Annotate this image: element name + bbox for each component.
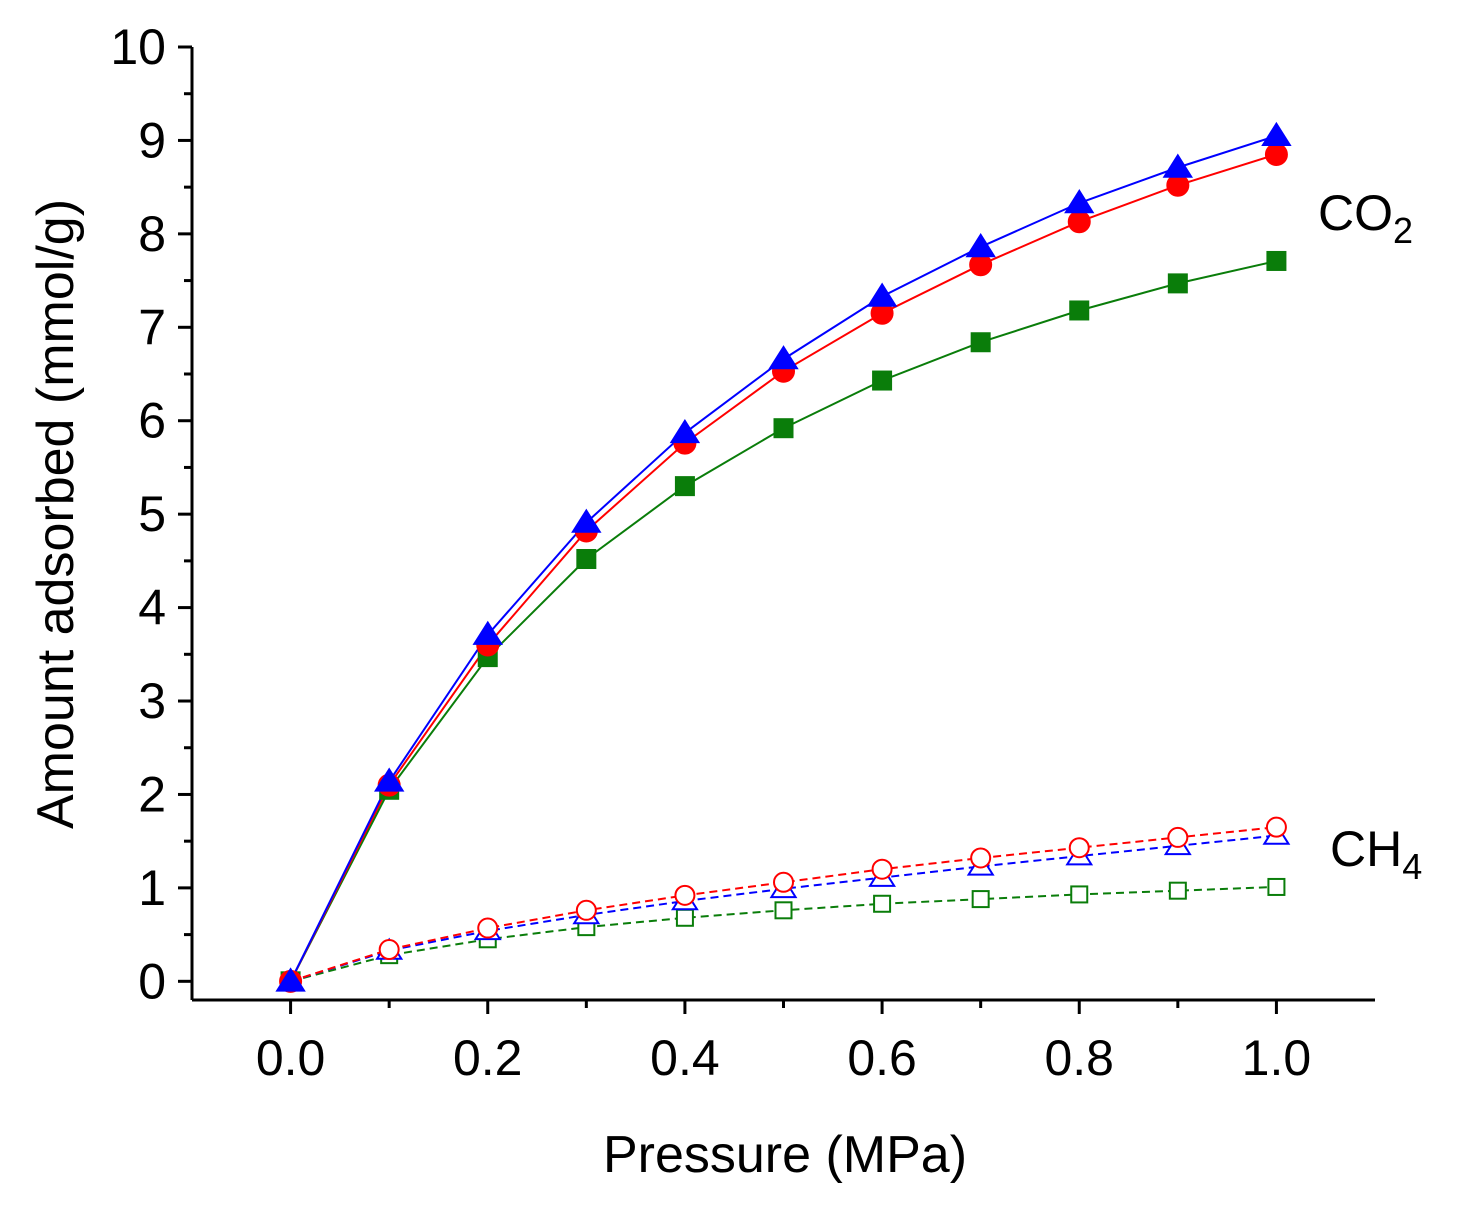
y-axis-title: Amount adsorbed (mmol/g) — [27, 199, 85, 829]
ch4-circle-point — [477, 917, 499, 939]
co2-triangle-point — [1261, 121, 1292, 146]
ch4-square-point — [675, 908, 694, 927]
co2-triangle-point — [571, 508, 602, 533]
x-tick-label: 0.8 — [1044, 1030, 1114, 1086]
ch4-square-point — [873, 894, 892, 913]
x-tick-label: 1.0 — [1242, 1030, 1312, 1086]
ch4-circle-point — [871, 858, 893, 880]
ch4-circle-point — [378, 939, 400, 961]
co2-circle-line — [289, 153, 1277, 982]
x-tick-label: 0.0 — [256, 1030, 326, 1086]
co2-triangle-point — [1162, 153, 1194, 178]
ch4-circle-point — [970, 847, 992, 869]
ch4-triangle-line — [290, 834, 1277, 983]
ch4-annotation: CH4 — [1330, 821, 1422, 887]
y-tick-label: 6 — [138, 393, 166, 449]
co2-triangle-point — [768, 345, 799, 370]
series-lines — [289, 134, 1277, 983]
co2-square-point — [773, 418, 794, 439]
co2-triangle-point — [965, 232, 996, 258]
axes: 0 1 2 3 4 5 6 7 8 9 10 0.0 0.2 0.4 0.6 0.8 1.0 — [110, 19, 1375, 1086]
co2-triangle-line — [289, 134, 1277, 982]
co2-annotation: CO2 — [1318, 185, 1413, 251]
co2-square-point — [872, 370, 893, 391]
co2-circle-point — [1067, 210, 1091, 234]
ch4-circle-point — [674, 884, 696, 906]
ch4-square-point — [1267, 877, 1286, 896]
series-markers — [275, 121, 1292, 993]
co2-square-point — [1266, 250, 1287, 271]
co2-triangle-point — [1064, 189, 1095, 214]
co2-triangle-point — [373, 767, 405, 792]
x-tick-label: 0.2 — [453, 1030, 523, 1086]
ch4-circle-point — [1068, 837, 1090, 859]
x-tick-label: 0.4 — [650, 1030, 720, 1086]
co2-triangle-point — [866, 282, 898, 307]
ch4-circle-point — [1167, 826, 1189, 848]
y-tick-label: 5 — [138, 486, 166, 542]
ch4-circle-line — [290, 826, 1277, 983]
co2-annotation-main: CO — [1318, 185, 1393, 241]
co2-triangle-point — [669, 418, 701, 444]
gas-annotations: CO2 CH4 — [1318, 185, 1422, 887]
y-tick-label: 9 — [138, 112, 166, 168]
x-tick-label: 0.6 — [847, 1030, 917, 1086]
ch4-annotation-main: CH — [1330, 821, 1402, 877]
co2-circle-point — [1264, 142, 1288, 166]
axis-labels: Pressure (MPa) Amount adsorbed (mmol/g) — [27, 199, 967, 1184]
ch4-square-point — [971, 890, 990, 909]
co2-square-point — [1069, 300, 1090, 321]
ch4-square-point — [1070, 885, 1089, 904]
ch4-square-line — [290, 885, 1277, 983]
ch4-annotation-sub: 4 — [1402, 846, 1422, 887]
ch4-circle-point — [575, 899, 597, 921]
y-tick-label: 8 — [138, 206, 166, 262]
co2-triangle-point — [275, 967, 306, 992]
co2-square-point — [576, 549, 597, 570]
ch4-square-point — [1168, 881, 1187, 900]
y-tick-label: 2 — [138, 766, 166, 822]
y-tick-label: 7 — [138, 299, 166, 355]
y-tick-label: 0 — [138, 953, 166, 1009]
co2-square-point — [970, 332, 991, 353]
ch4-circle-point — [1265, 816, 1287, 838]
y-tick-label: 1 — [138, 860, 166, 916]
ch4-circle-point — [773, 871, 794, 893]
co2-square-point — [674, 476, 695, 497]
ch4-square-point — [774, 901, 793, 920]
y-tick-label: 3 — [138, 673, 166, 729]
co2-annotation-sub: 2 — [1393, 210, 1413, 251]
y-tick-label: 4 — [138, 580, 166, 636]
co2-square-point — [1167, 273, 1188, 294]
co2-triangle-point — [472, 620, 504, 645]
y-tick-label: 10 — [110, 19, 166, 75]
x-axis-title: Pressure (MPa) — [603, 1126, 967, 1184]
